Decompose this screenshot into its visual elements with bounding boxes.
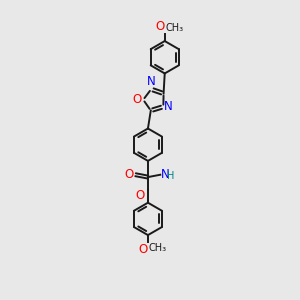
- Text: O: O: [124, 168, 134, 181]
- Text: O: O: [138, 243, 148, 256]
- Text: N: N: [161, 168, 170, 181]
- Text: CH₃: CH₃: [165, 23, 183, 33]
- Text: H: H: [167, 172, 175, 182]
- Text: O: O: [133, 93, 142, 106]
- Text: O: O: [135, 189, 144, 202]
- Text: N: N: [164, 100, 173, 113]
- Text: N: N: [147, 75, 155, 88]
- Text: CH₃: CH₃: [148, 243, 166, 253]
- Text: O: O: [155, 20, 164, 33]
